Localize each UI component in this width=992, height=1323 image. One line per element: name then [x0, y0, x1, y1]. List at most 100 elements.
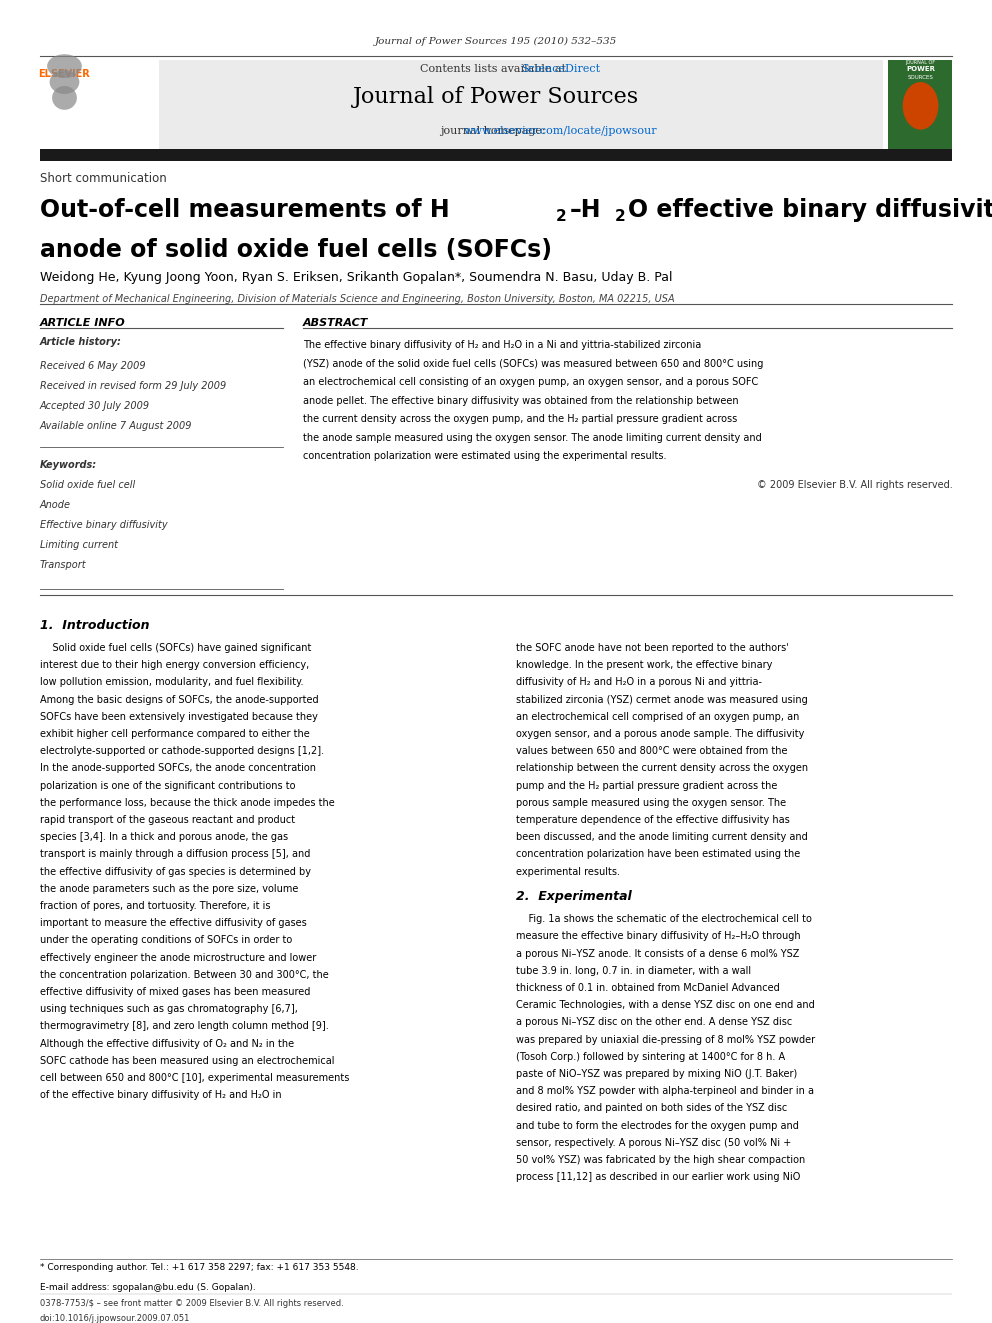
Text: under the operating conditions of SOFCs in order to: under the operating conditions of SOFCs …	[40, 935, 292, 946]
Text: thickness of 0.1 in. obtained from McDaniel Advanced: thickness of 0.1 in. obtained from McDan…	[516, 983, 780, 994]
Text: transport is mainly through a diffusion process [5], and: transport is mainly through a diffusion …	[40, 849, 310, 860]
Text: been discussed, and the anode limiting current density and: been discussed, and the anode limiting c…	[516, 832, 807, 843]
Text: process [11,12] as described in our earlier work using NiO: process [11,12] as described in our earl…	[516, 1172, 801, 1183]
Text: was prepared by uniaxial die-pressing of 8 mol% YSZ powder: was prepared by uniaxial die-pressing of…	[516, 1035, 815, 1045]
Text: O effective binary diffusivity in the porous: O effective binary diffusivity in the po…	[628, 198, 992, 222]
Text: pump and the H₂ partial pressure gradient across the: pump and the H₂ partial pressure gradien…	[516, 781, 777, 791]
Text: www.elsevier.com/locate/jpowsour: www.elsevier.com/locate/jpowsour	[463, 126, 658, 136]
Text: –H: –H	[569, 198, 601, 222]
Text: Accepted 30 July 2009: Accepted 30 July 2009	[40, 401, 150, 411]
Text: Received 6 May 2009: Received 6 May 2009	[40, 361, 145, 372]
Text: Effective binary diffusivity: Effective binary diffusivity	[40, 520, 168, 531]
Text: of the effective binary diffusivity of H₂ and H₂O in: of the effective binary diffusivity of H…	[40, 1090, 282, 1101]
Text: porous sample measured using the oxygen sensor. The: porous sample measured using the oxygen …	[516, 798, 786, 808]
Text: tube 3.9 in. long, 0.7 in. in diameter, with a wall: tube 3.9 in. long, 0.7 in. in diameter, …	[516, 966, 751, 976]
Text: ABSTRACT: ABSTRACT	[303, 318, 368, 328]
Text: rapid transport of the gaseous reactant and product: rapid transport of the gaseous reactant …	[40, 815, 295, 826]
Text: JOURNAL OF: JOURNAL OF	[906, 60, 935, 65]
Text: doi:10.1016/j.jpowsour.2009.07.051: doi:10.1016/j.jpowsour.2009.07.051	[40, 1314, 190, 1323]
Text: interest due to their high energy conversion efficiency,: interest due to their high energy conver…	[40, 660, 309, 671]
Text: Solid oxide fuel cell: Solid oxide fuel cell	[40, 480, 135, 491]
Text: Available online 7 August 2009: Available online 7 August 2009	[40, 421, 192, 431]
Text: relationship between the current density across the oxygen: relationship between the current density…	[516, 763, 807, 774]
Text: Journal of Power Sources 195 (2010) 532–535: Journal of Power Sources 195 (2010) 532–…	[375, 37, 617, 46]
Text: and 8 mol% YSZ powder with alpha-terpineol and binder in a: and 8 mol% YSZ powder with alpha-terpine…	[516, 1086, 813, 1097]
Text: 2: 2	[556, 209, 566, 224]
Text: electrolyte-supported or cathode-supported designs [1,2].: electrolyte-supported or cathode-support…	[40, 746, 323, 757]
Text: Article history:: Article history:	[40, 337, 122, 348]
Text: thermogravimetry [8], and zero length column method [9].: thermogravimetry [8], and zero length co…	[40, 1021, 328, 1032]
Bar	[888, 60, 952, 152]
Text: a porous Ni–YSZ anode. It consists of a dense 6 mol% YSZ: a porous Ni–YSZ anode. It consists of a …	[516, 949, 800, 959]
Text: effective diffusivity of mixed gases has been measured: effective diffusivity of mixed gases has…	[40, 987, 310, 998]
Text: SOFC cathode has been measured using an electrochemical: SOFC cathode has been measured using an …	[40, 1056, 334, 1066]
Text: an electrochemical cell consisting of an oxygen pump, an oxygen sensor, and a po: an electrochemical cell consisting of an…	[303, 377, 758, 388]
Text: and tube to form the electrodes for the oxygen pump and: and tube to form the electrodes for the …	[516, 1121, 799, 1131]
Text: the current density across the oxygen pump, and the H₂ partial pressure gradient: the current density across the oxygen pu…	[303, 414, 737, 425]
Text: In the anode-supported SOFCs, the anode concentration: In the anode-supported SOFCs, the anode …	[40, 763, 315, 774]
Text: temperature dependence of the effective diffusivity has: temperature dependence of the effective …	[516, 815, 790, 826]
Text: concentration polarization have been estimated using the: concentration polarization have been est…	[516, 849, 801, 860]
Text: low pollution emission, modularity, and fuel flexibility.: low pollution emission, modularity, and …	[40, 677, 304, 688]
Text: Transport: Transport	[40, 560, 86, 570]
Text: (YSZ) anode of the solid oxide fuel cells (SOFCs) was measured between 650 and 8: (YSZ) anode of the solid oxide fuel cell…	[303, 359, 763, 369]
Text: 2: 2	[615, 209, 626, 224]
Text: Ceramic Technologies, with a dense YSZ disc on one end and: Ceramic Technologies, with a dense YSZ d…	[516, 1000, 814, 1011]
Text: journal homepage:: journal homepage:	[439, 126, 553, 136]
Text: the effective diffusivity of gas species is determined by: the effective diffusivity of gas species…	[40, 867, 310, 877]
Text: the anode parameters such as the pore size, volume: the anode parameters such as the pore si…	[40, 884, 298, 894]
Text: 1.  Introduction: 1. Introduction	[40, 619, 149, 632]
Text: fraction of pores, and tortuosity. Therefore, it is: fraction of pores, and tortuosity. There…	[40, 901, 270, 912]
Bar	[40, 60, 159, 152]
Text: stabilized zirconia (YSZ) cermet anode was measured using: stabilized zirconia (YSZ) cermet anode w…	[516, 695, 807, 705]
Text: Anode: Anode	[40, 500, 70, 511]
Ellipse shape	[50, 70, 79, 94]
Text: cell between 650 and 800°C [10], experimental measurements: cell between 650 and 800°C [10], experim…	[40, 1073, 349, 1084]
Text: Keywords:: Keywords:	[40, 460, 97, 471]
Text: The effective binary diffusivity of H₂ and H₂O in a Ni and yittria-stabilized zi: The effective binary diffusivity of H₂ a…	[303, 340, 700, 351]
Text: knowledge. In the present work, the effective binary: knowledge. In the present work, the effe…	[516, 660, 772, 671]
Text: values between 650 and 800°C were obtained from the: values between 650 and 800°C were obtain…	[516, 746, 788, 757]
Text: the performance loss, because the thick anode impedes the: the performance loss, because the thick …	[40, 798, 334, 808]
Text: Journal of Power Sources: Journal of Power Sources	[353, 86, 639, 108]
Text: (Tosoh Corp.) followed by sintering at 1400°C for 8 h. A: (Tosoh Corp.) followed by sintering at 1…	[516, 1052, 785, 1062]
Text: Solid oxide fuel cells (SOFCs) have gained significant: Solid oxide fuel cells (SOFCs) have gain…	[40, 643, 311, 654]
Text: Among the basic designs of SOFCs, the anode-supported: Among the basic designs of SOFCs, the an…	[40, 695, 318, 705]
Text: Limiting current: Limiting current	[40, 540, 118, 550]
Text: sensor, respectively. A porous Ni–YSZ disc (50 vol% Ni +: sensor, respectively. A porous Ni–YSZ di…	[516, 1138, 791, 1148]
Ellipse shape	[53, 86, 77, 110]
Text: Weidong He, Kyung Joong Yoon, Ryan S. Eriksen, Srikanth Gopalan*, Soumendra N. B: Weidong He, Kyung Joong Yoon, Ryan S. Er…	[40, 271, 673, 284]
Text: measure the effective binary diffusivity of H₂–H₂O through: measure the effective binary diffusivity…	[516, 931, 801, 942]
Text: Short communication: Short communication	[40, 172, 167, 185]
Text: oxygen sensor, and a porous anode sample. The diffusivity: oxygen sensor, and a porous anode sample…	[516, 729, 805, 740]
Text: SOFCs have been extensively investigated because they: SOFCs have been extensively investigated…	[40, 712, 317, 722]
Text: 0378-7753/$ – see front matter © 2009 Elsevier B.V. All rights reserved.: 0378-7753/$ – see front matter © 2009 El…	[40, 1299, 343, 1308]
Text: Contents lists available at: Contents lists available at	[420, 64, 572, 74]
Text: concentration polarization were estimated using the experimental results.: concentration polarization were estimate…	[303, 451, 666, 462]
Text: anode pellet. The effective binary diffusivity was obtained from the relationshi: anode pellet. The effective binary diffu…	[303, 396, 738, 406]
Text: Although the effective diffusivity of O₂ and N₂ in the: Although the effective diffusivity of O₂…	[40, 1039, 294, 1049]
Text: desired ratio, and painted on both sides of the YSZ disc: desired ratio, and painted on both sides…	[516, 1103, 787, 1114]
Text: ScienceDirect: ScienceDirect	[521, 64, 600, 74]
Text: Out-of-cell measurements of H: Out-of-cell measurements of H	[40, 198, 449, 222]
Text: diffusivity of H₂ and H₂O in a porous Ni and yittria-: diffusivity of H₂ and H₂O in a porous Ni…	[516, 677, 762, 688]
Text: E-mail address: sgopalan@bu.edu (S. Gopalan).: E-mail address: sgopalan@bu.edu (S. Gopa…	[40, 1283, 255, 1293]
Text: 50 vol% YSZ) was fabricated by the high shear compaction: 50 vol% YSZ) was fabricated by the high …	[516, 1155, 806, 1166]
Text: using techniques such as gas chromatography [6,7],: using techniques such as gas chromatogra…	[40, 1004, 298, 1015]
Text: a porous Ni–YSZ disc on the other end. A dense YSZ disc: a porous Ni–YSZ disc on the other end. A…	[516, 1017, 792, 1028]
Text: Department of Mechanical Engineering, Division of Materials Science and Engineer: Department of Mechanical Engineering, Di…	[40, 294, 675, 304]
Text: experimental results.: experimental results.	[516, 867, 620, 877]
Bar	[40, 149, 952, 161]
Text: POWER: POWER	[906, 66, 935, 73]
Text: the anode sample measured using the oxygen sensor. The anode limiting current de: the anode sample measured using the oxyg…	[303, 433, 761, 443]
Text: ELSEVIER: ELSEVIER	[39, 69, 90, 79]
Text: exhibit higher cell performance compared to either the: exhibit higher cell performance compared…	[40, 729, 310, 740]
Text: Received in revised form 29 July 2009: Received in revised form 29 July 2009	[40, 381, 226, 392]
Text: important to measure the effective diffusivity of gases: important to measure the effective diffu…	[40, 918, 307, 929]
Text: paste of NiO–YSZ was prepared by mixing NiO (J.T. Baker): paste of NiO–YSZ was prepared by mixing …	[516, 1069, 798, 1080]
Bar	[40, 60, 883, 152]
Text: SOURCES: SOURCES	[908, 75, 933, 81]
Text: the SOFC anode have not been reported to the authors': the SOFC anode have not been reported to…	[516, 643, 789, 654]
Text: Fig. 1a shows the schematic of the electrochemical cell to: Fig. 1a shows the schematic of the elect…	[516, 914, 811, 925]
Text: polarization is one of the significant contributions to: polarization is one of the significant c…	[40, 781, 296, 791]
